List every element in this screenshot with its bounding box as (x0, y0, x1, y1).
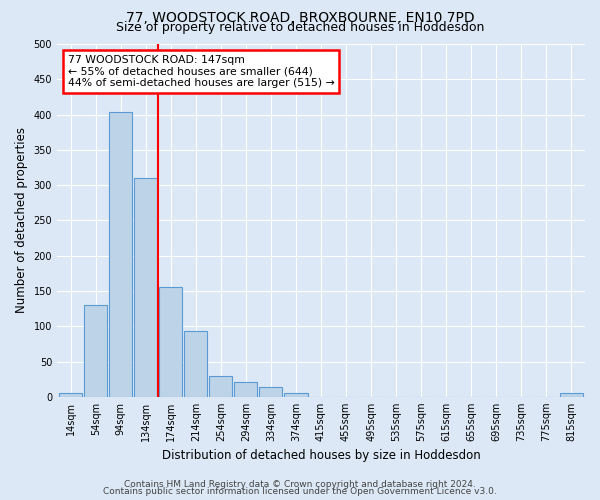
X-axis label: Distribution of detached houses by size in Hoddesdon: Distribution of detached houses by size … (161, 450, 481, 462)
Text: Contains public sector information licensed under the Open Government Licence v3: Contains public sector information licen… (103, 487, 497, 496)
Bar (560, 394, 583, 397)
Bar (109, 112, 133, 397)
Y-axis label: Number of detached properties: Number of detached properties (15, 128, 28, 314)
Bar (209, 376, 232, 397)
Bar (160, 286, 182, 397)
Text: Contains HM Land Registry data © Crown copyright and database right 2024.: Contains HM Land Registry data © Crown c… (124, 480, 476, 489)
Bar (184, 331, 208, 397)
Bar (134, 178, 157, 397)
Bar (85, 305, 107, 397)
Text: 77 WOODSTOCK ROAD: 147sqm
← 55% of detached houses are smaller (644)
44% of semi: 77 WOODSTOCK ROAD: 147sqm ← 55% of detac… (68, 54, 334, 88)
Bar (284, 394, 308, 397)
Bar (259, 387, 283, 397)
Bar (235, 382, 257, 397)
Text: Size of property relative to detached houses in Hoddesdon: Size of property relative to detached ho… (116, 22, 484, 35)
Text: 77, WOODSTOCK ROAD, BROXBOURNE, EN10 7PD: 77, WOODSTOCK ROAD, BROXBOURNE, EN10 7PD (125, 11, 475, 25)
Bar (59, 394, 82, 397)
